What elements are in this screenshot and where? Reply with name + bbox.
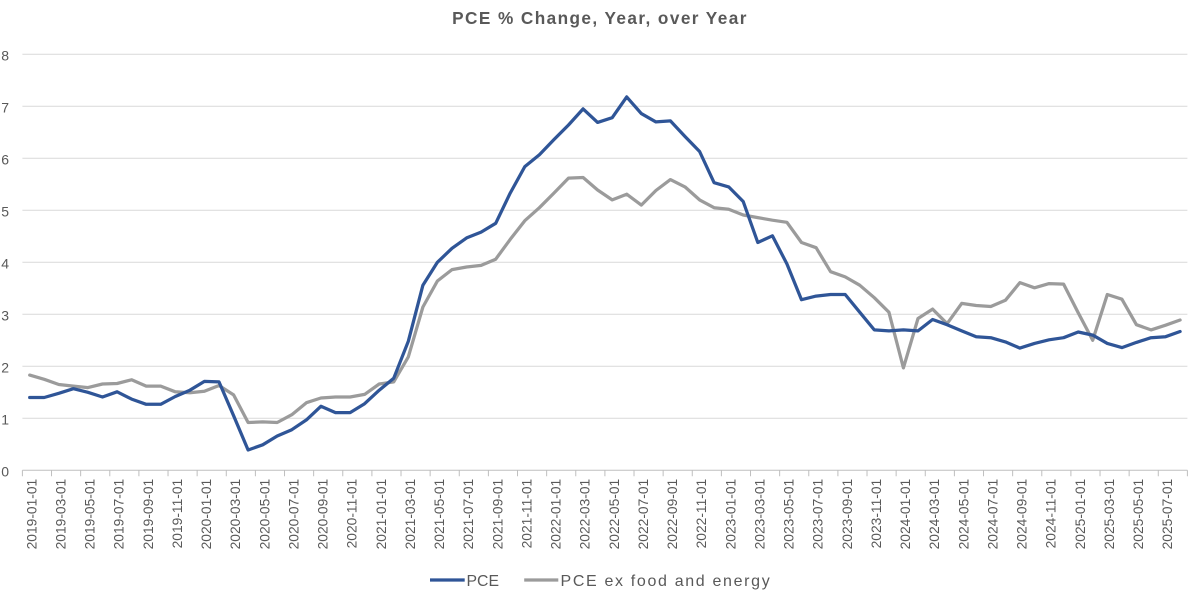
svg-text:2019-11-01: 2019-11-01 [170, 479, 185, 549]
svg-text:2023-03-01: 2023-03-01 [752, 479, 767, 550]
svg-text:2020-03-01: 2020-03-01 [228, 479, 243, 550]
svg-text:3: 3 [1, 307, 9, 323]
svg-text:2020-11-01: 2020-11-01 [345, 479, 360, 549]
svg-text:2024-07-01: 2024-07-01 [985, 479, 1000, 550]
svg-text:6: 6 [1, 151, 9, 167]
svg-text:2019-09-01: 2019-09-01 [141, 479, 156, 550]
svg-text:PCE ex food and energy: PCE ex food and energy [561, 573, 772, 590]
svg-text:2021-05-01: 2021-05-01 [432, 479, 447, 550]
svg-text:2024-03-01: 2024-03-01 [927, 479, 942, 550]
svg-text:PCE: PCE [467, 573, 499, 590]
svg-text:2019-01-01: 2019-01-01 [24, 479, 39, 550]
svg-text:2025-05-01: 2025-05-01 [1131, 479, 1146, 550]
svg-text:2023-07-01: 2023-07-01 [811, 479, 826, 550]
svg-text:2022-11-01: 2022-11-01 [694, 479, 709, 549]
svg-text:2025-07-01: 2025-07-01 [1160, 479, 1175, 550]
svg-text:2023-05-01: 2023-05-01 [782, 479, 797, 550]
svg-text:2020-07-01: 2020-07-01 [286, 479, 301, 550]
svg-text:2024-05-01: 2024-05-01 [956, 479, 971, 550]
svg-text:2020-01-01: 2020-01-01 [199, 479, 214, 550]
svg-text:1: 1 [1, 411, 9, 427]
svg-text:2: 2 [1, 359, 9, 375]
svg-text:2022-05-01: 2022-05-01 [607, 479, 622, 550]
svg-text:2024-09-01: 2024-09-01 [1015, 479, 1030, 550]
svg-text:2020-05-01: 2020-05-01 [257, 479, 272, 550]
svg-text:2021-07-01: 2021-07-01 [461, 479, 476, 550]
svg-text:8: 8 [1, 47, 9, 63]
svg-text:2025-01-01: 2025-01-01 [1073, 479, 1088, 550]
svg-text:2020-09-01: 2020-09-01 [316, 479, 331, 550]
svg-text:2021-03-01: 2021-03-01 [403, 479, 418, 550]
svg-text:0: 0 [1, 463, 9, 479]
svg-text:2023-11-01: 2023-11-01 [869, 479, 884, 549]
svg-text:7: 7 [1, 99, 9, 115]
svg-text:4: 4 [1, 255, 9, 271]
svg-text:2021-09-01: 2021-09-01 [490, 479, 505, 550]
svg-text:2021-11-01: 2021-11-01 [519, 479, 534, 549]
svg-text:2023-09-01: 2023-09-01 [840, 479, 855, 550]
svg-text:2025-03-01: 2025-03-01 [1102, 479, 1117, 550]
svg-text:2019-03-01: 2019-03-01 [53, 479, 68, 550]
svg-text:2019-05-01: 2019-05-01 [83, 479, 98, 550]
svg-text:2022-01-01: 2022-01-01 [549, 479, 564, 550]
svg-text:2024-01-01: 2024-01-01 [898, 479, 913, 550]
svg-text:2024-11-01: 2024-11-01 [1044, 479, 1059, 549]
svg-text:2022-07-01: 2022-07-01 [636, 479, 651, 550]
svg-text:2021-01-01: 2021-01-01 [374, 479, 389, 550]
svg-text:2019-07-01: 2019-07-01 [112, 479, 127, 550]
svg-text:2023-01-01: 2023-01-01 [723, 479, 738, 550]
svg-text:2022-03-01: 2022-03-01 [578, 479, 593, 550]
svg-text:PCE % Change, Year, over Year: PCE % Change, Year, over Year [452, 8, 748, 28]
svg-text:2022-09-01: 2022-09-01 [665, 479, 680, 550]
svg-text:5: 5 [1, 203, 9, 219]
